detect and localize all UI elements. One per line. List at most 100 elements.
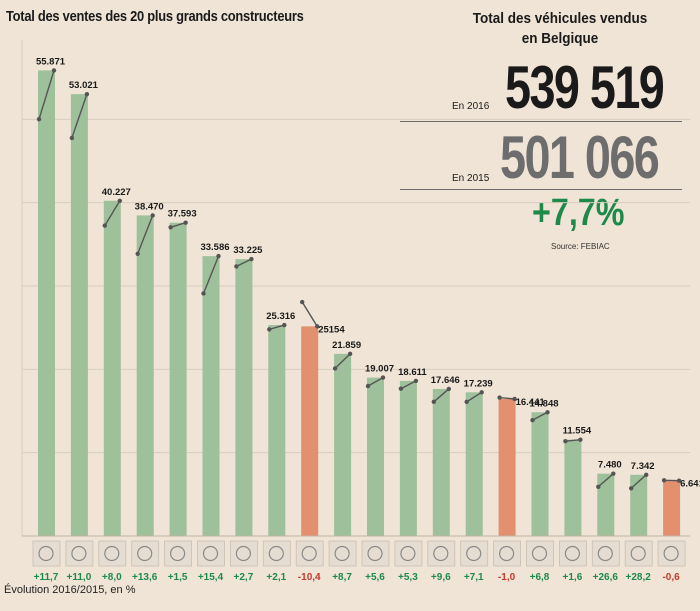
trend-point-2016 [51, 68, 57, 73]
bar [334, 353, 352, 536]
brand-emblem-icon [202, 545, 219, 562]
brand-emblem-icon [400, 545, 416, 562]
trend-point-2016 [150, 213, 155, 218]
total-2015: 501 066 [500, 124, 660, 191]
trend-point-2015 [267, 327, 272, 332]
trend-line [367, 376, 384, 387]
brand-logo-icon [65, 540, 94, 567]
brand-logo-icon [262, 540, 291, 567]
bar [169, 222, 187, 536]
trend-point-2015 [300, 299, 305, 305]
evolution-label: +7,1 [464, 572, 484, 583]
evolution-label: +5,3 [398, 572, 418, 583]
trend-point-2016 [676, 478, 682, 483]
evolution-label: +28,2 [626, 572, 652, 583]
trend-point-2016 [347, 351, 353, 357]
bar [70, 94, 88, 537]
evolution-caption: Évolution 2016/2015, en % [4, 584, 136, 596]
evolution-label: +9,6 [431, 572, 451, 583]
evolution-label: +26,6 [593, 572, 619, 583]
brand-logo-icon [32, 540, 61, 567]
brand-logo-icon [460, 540, 489, 567]
trend-point-2015 [530, 417, 535, 423]
trend-point-2016 [644, 472, 649, 478]
value-label: 11.554 [563, 426, 592, 437]
chart-title: Total des ventes des 20 plus grands cons… [6, 8, 304, 25]
brand-logo-icon [164, 540, 193, 567]
trend-point-2015 [36, 116, 42, 122]
trend-line [433, 388, 450, 403]
value-label: 18.611 [398, 367, 427, 378]
brand-logo-icon [98, 540, 127, 567]
trend-point-2016 [84, 91, 90, 97]
value-label: 21.859 [332, 340, 361, 351]
trend-point-2016 [611, 471, 616, 476]
trend-line [400, 380, 417, 390]
trend-point-2016 [479, 390, 484, 395]
trend-point-2015 [629, 486, 634, 491]
brand-logo-icon [394, 540, 423, 567]
trend-point-2015 [497, 395, 502, 400]
bar [663, 480, 681, 536]
separator-top [400, 121, 682, 122]
brand-logo-icon [624, 540, 653, 567]
evolution-label: +2,1 [266, 572, 286, 583]
year-2016-label: En 2016 [452, 101, 490, 112]
value-label: 53.021 [69, 80, 99, 91]
evolution-label: +6,8 [530, 572, 550, 583]
trend-line [334, 353, 351, 369]
bar [38, 70, 55, 537]
bar [531, 412, 549, 536]
evolution-label: +11,7 [34, 572, 59, 583]
value-label: 40.227 [102, 187, 131, 198]
brand-emblem-icon [71, 545, 87, 562]
trend-point-2015 [332, 366, 338, 371]
trend-line [104, 200, 121, 226]
bar [465, 392, 483, 536]
trend-point-2015 [464, 399, 469, 405]
trend-point-2015 [661, 478, 667, 483]
brand-emblem-icon [334, 545, 350, 562]
evolution-label: +13,6 [132, 572, 158, 583]
trend-point-2016 [512, 396, 517, 402]
value-label: 14.848 [529, 398, 558, 409]
value-label: 17.646 [431, 375, 460, 386]
value-label: 37.593 [168, 209, 197, 220]
bar [301, 326, 319, 536]
summary-title-line2: en Belgique [521, 30, 599, 47]
trend-line [236, 258, 252, 268]
trend-point-2016 [117, 198, 123, 203]
trend-line [170, 222, 186, 229]
trend-point-2016 [216, 253, 221, 259]
value-label: 7.342 [631, 461, 655, 472]
brand-emblem-icon [104, 545, 120, 562]
value-label: 25154 [318, 324, 345, 335]
evolution-label: +15,4 [198, 572, 224, 583]
trend-point-2015 [431, 399, 436, 405]
bar [432, 388, 450, 536]
trend-line [202, 255, 220, 294]
trend-point-2015 [563, 439, 568, 444]
brand-logo-icon [591, 540, 620, 567]
bar [202, 256, 220, 536]
trend-point-2015 [135, 251, 140, 256]
value-label: 33.586 [200, 242, 229, 253]
trend-line [597, 473, 614, 488]
bar [235, 259, 253, 536]
brand-logo-icon [361, 540, 390, 567]
bar [268, 325, 286, 536]
bar [564, 439, 582, 536]
evolution-label: +1,5 [168, 572, 188, 583]
brand-emblem-icon [663, 545, 679, 562]
evolution-label: +11,0 [67, 572, 92, 583]
total-2016: 539 519 [505, 54, 665, 121]
evolution-label: +8,0 [102, 572, 122, 583]
brand-emblem-icon [531, 545, 548, 562]
brand-emblem-icon [268, 545, 284, 562]
value-label: 19.007 [365, 364, 394, 375]
trend-line [532, 411, 548, 421]
year-2015-label: En 2015 [452, 173, 490, 184]
brand-logo-icon [197, 540, 225, 567]
evolution-label: -1,0 [498, 572, 516, 583]
